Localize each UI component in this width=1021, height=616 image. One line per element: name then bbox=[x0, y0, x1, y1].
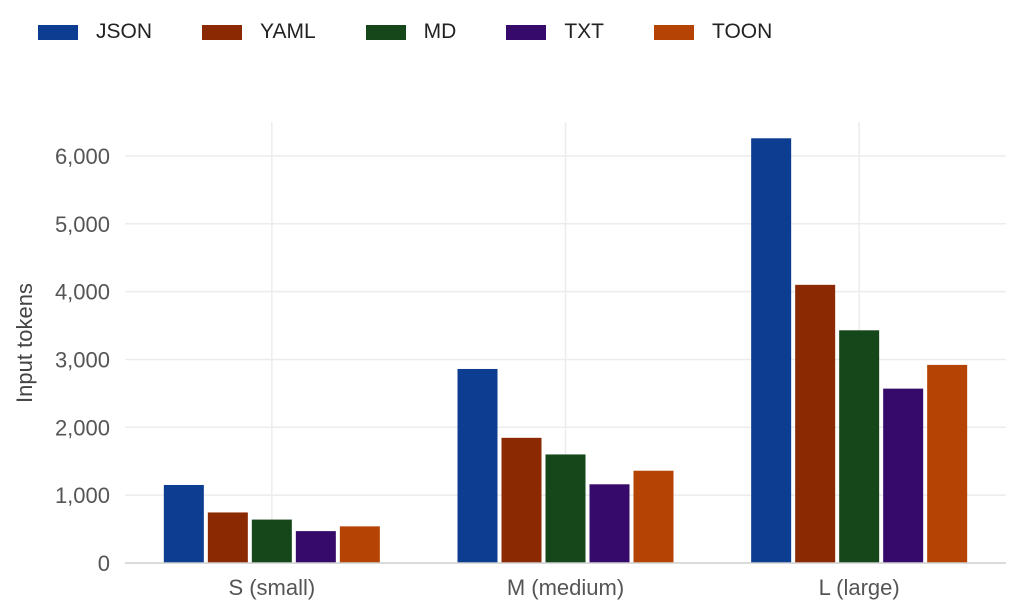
bar-toon bbox=[339, 526, 380, 563]
y-axis-title: Input tokens bbox=[12, 283, 37, 403]
legend-label: YAML bbox=[260, 20, 316, 43]
y-tick-label: 0 bbox=[98, 551, 110, 576]
legend-swatch bbox=[365, 24, 406, 40]
bar-txt bbox=[589, 484, 630, 563]
y-tick-label: 5,000 bbox=[55, 212, 110, 237]
legend-swatch bbox=[654, 24, 694, 40]
bars bbox=[163, 138, 968, 563]
legend-item-json: JSON bbox=[38, 20, 152, 44]
legend-label: JSON bbox=[96, 20, 153, 43]
bar-yaml bbox=[795, 284, 836, 563]
x-tick-label: L (large) bbox=[819, 575, 900, 600]
bar-toon bbox=[927, 364, 968, 563]
legend-item-md: MD bbox=[365, 20, 457, 44]
legend-item-txt: TXT bbox=[506, 20, 604, 44]
bar-txt bbox=[883, 388, 924, 563]
bar-md bbox=[839, 330, 880, 563]
y-tick-label: 1,000 bbox=[55, 483, 110, 508]
bar-json bbox=[163, 484, 204, 563]
bar-json bbox=[751, 138, 792, 563]
legend-label: TOON bbox=[712, 20, 773, 43]
bar-txt bbox=[295, 531, 336, 563]
legend-swatch bbox=[202, 24, 243, 40]
bar-yaml bbox=[207, 512, 248, 563]
axes: 0 1,000 2,000 3,000 4,000 5,000 6,000 S (small)… bbox=[55, 144, 1006, 600]
legend-label: TXT bbox=[564, 20, 604, 43]
legend-item-toon: TOON bbox=[654, 20, 772, 44]
y-tick-label: 2,000 bbox=[55, 415, 110, 440]
x-tick-label: M (medium) bbox=[507, 575, 624, 600]
bar-md bbox=[545, 454, 586, 563]
bar-json bbox=[457, 368, 498, 563]
bar-toon bbox=[633, 470, 674, 563]
legend-swatch bbox=[38, 24, 78, 40]
legend-swatch bbox=[506, 24, 547, 40]
legend-label: MD bbox=[423, 20, 457, 43]
y-tick-label: 4,000 bbox=[55, 280, 110, 305]
bar-md bbox=[251, 519, 292, 563]
legend-item-yaml: YAML bbox=[202, 20, 316, 44]
y-tick-label: 3,000 bbox=[55, 347, 110, 372]
x-tick-label: S (small) bbox=[228, 575, 315, 600]
y-tick-label: 6,000 bbox=[55, 144, 110, 169]
bar-yaml bbox=[501, 437, 542, 563]
chart-legend: JSON YAML MD TXT TOON bbox=[38, 18, 822, 46]
